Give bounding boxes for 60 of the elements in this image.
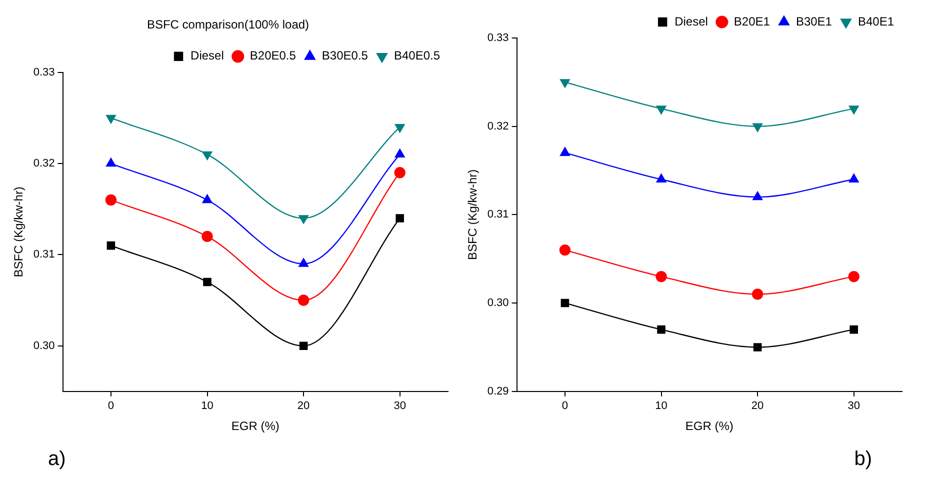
legend-label: B40E0.5 <box>394 48 440 63</box>
point <box>560 298 570 308</box>
legend-label: B30E0.5 <box>322 48 368 63</box>
x-tick-label: 10 <box>201 400 214 412</box>
x-tick-label: 20 <box>751 400 764 412</box>
x-axis-title: EGR (%) <box>231 419 280 434</box>
point <box>656 270 667 282</box>
x-tick-label: 30 <box>394 400 406 412</box>
point <box>394 124 405 133</box>
legend-label: B30E1 <box>796 14 832 28</box>
point <box>298 215 308 224</box>
point <box>850 325 858 334</box>
point <box>202 194 212 204</box>
point <box>203 278 212 286</box>
text: a) <box>47 447 67 471</box>
y-tick-label: 0.31 <box>487 208 509 221</box>
text: b) <box>853 447 873 471</box>
point <box>848 106 859 114</box>
x-tick-label: 0 <box>562 400 568 412</box>
point <box>202 151 212 160</box>
y-tick-label: 0.30 <box>487 297 509 310</box>
chart-title: BSFC comparison(100% load) <box>146 18 310 32</box>
y-axis-title: BSFC (Kg/kw-hr) <box>12 186 26 278</box>
point <box>105 194 117 206</box>
y-tick-label: 0.29 <box>487 385 509 398</box>
point <box>656 106 666 114</box>
legend-label: B20E0.5 <box>250 48 296 63</box>
y-tick-label: 0.32 <box>33 158 55 170</box>
point <box>106 114 116 124</box>
point <box>298 294 310 306</box>
point <box>394 167 406 178</box>
y-axis-title: BSFC (Kg/kw-hr) <box>466 169 480 260</box>
y-tick-label: 0.33 <box>487 32 509 44</box>
point <box>396 214 404 222</box>
legend-label: Diesel <box>674 14 708 28</box>
point <box>106 241 116 250</box>
y-tick-label: 0.32 <box>487 120 509 132</box>
point <box>559 244 571 256</box>
x-axis-title: EGR (%) <box>685 419 734 434</box>
point <box>298 258 308 267</box>
y-tick-label: 0.31 <box>33 248 55 261</box>
x-tick-label: 10 <box>655 400 668 412</box>
point <box>394 148 405 158</box>
legend-label: B40E1 <box>858 14 894 28</box>
point <box>752 288 764 300</box>
legend-label: Diesel <box>190 48 224 63</box>
point <box>848 270 860 282</box>
y-tick-label: 0.30 <box>33 340 55 352</box>
point <box>752 123 762 132</box>
point <box>657 325 666 334</box>
point <box>560 79 570 88</box>
x-tick-label: 30 <box>848 400 860 412</box>
x-tick-label: 20 <box>297 400 310 412</box>
point <box>753 343 762 352</box>
point <box>202 230 213 242</box>
legend-label: B20E1 <box>734 14 770 28</box>
point <box>299 342 308 350</box>
y-tick-label: 0.33 <box>33 66 55 78</box>
point <box>106 158 116 167</box>
x-tick-label: 0 <box>108 400 114 412</box>
